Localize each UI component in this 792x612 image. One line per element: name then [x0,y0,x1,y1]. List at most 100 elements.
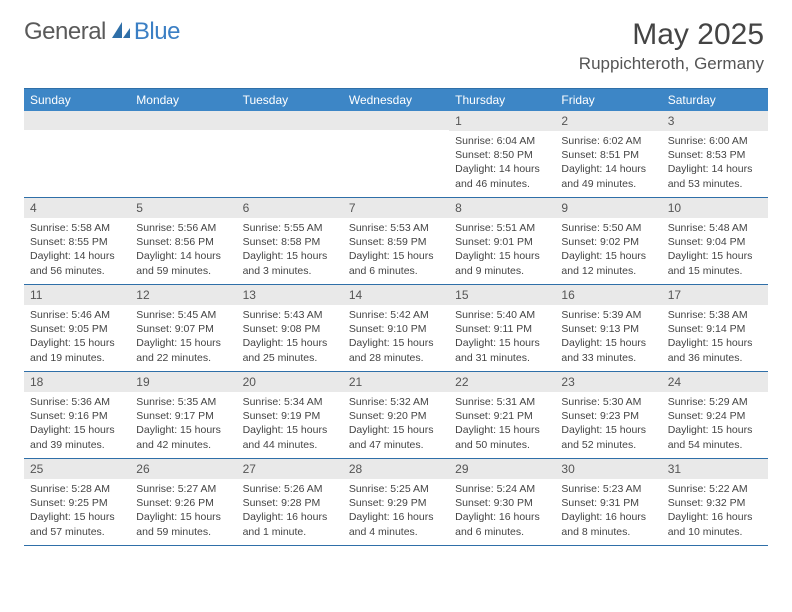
day-cell-2: 2Sunrise: 6:02 AMSunset: 8:51 PMDaylight… [555,111,661,197]
day-number: 7 [343,198,449,218]
logo-text-general: General [24,18,106,46]
day-detail: Sunrise: 5:31 AMSunset: 9:21 PMDaylight:… [449,392,555,456]
weekday-tuesday: Tuesday [237,89,343,111]
day-number-empty [130,111,236,130]
day-cell-5: 5Sunrise: 5:56 AMSunset: 8:56 PMDaylight… [130,198,236,284]
day-detail: Sunrise: 5:24 AMSunset: 9:30 PMDaylight:… [449,479,555,543]
day-cell-8: 8Sunrise: 5:51 AMSunset: 9:01 PMDaylight… [449,198,555,284]
day-cell-7: 7Sunrise: 5:53 AMSunset: 8:59 PMDaylight… [343,198,449,284]
day-cell-13: 13Sunrise: 5:43 AMSunset: 9:08 PMDayligh… [237,285,343,371]
day-cell-22: 22Sunrise: 5:31 AMSunset: 9:21 PMDayligh… [449,372,555,458]
day-number: 19 [130,372,236,392]
day-number-empty [237,111,343,130]
day-detail: Sunrise: 5:27 AMSunset: 9:26 PMDaylight:… [130,479,236,543]
day-detail: Sunrise: 5:46 AMSunset: 9:05 PMDaylight:… [24,305,130,369]
day-detail: Sunrise: 5:32 AMSunset: 9:20 PMDaylight:… [343,392,449,456]
day-number-empty [343,111,449,130]
day-number: 1 [449,111,555,131]
day-detail: Sunrise: 5:56 AMSunset: 8:56 PMDaylight:… [130,218,236,282]
day-number: 17 [662,285,768,305]
day-number: 24 [662,372,768,392]
day-cell-25: 25Sunrise: 5:28 AMSunset: 9:25 PMDayligh… [24,459,130,545]
logo-sail-icon [110,20,132,45]
day-number: 20 [237,372,343,392]
week-row: 1Sunrise: 6:04 AMSunset: 8:50 PMDaylight… [24,111,768,198]
day-detail: Sunrise: 5:34 AMSunset: 9:19 PMDaylight:… [237,392,343,456]
day-number: 4 [24,198,130,218]
weekday-saturday: Saturday [662,89,768,111]
logo-text-blue: Blue [134,18,180,46]
day-number: 10 [662,198,768,218]
day-number: 31 [662,459,768,479]
day-cell-20: 20Sunrise: 5:34 AMSunset: 9:19 PMDayligh… [237,372,343,458]
day-cell-16: 16Sunrise: 5:39 AMSunset: 9:13 PMDayligh… [555,285,661,371]
day-cell-15: 15Sunrise: 5:40 AMSunset: 9:11 PMDayligh… [449,285,555,371]
day-cell-9: 9Sunrise: 5:50 AMSunset: 9:02 PMDaylight… [555,198,661,284]
day-cell-23: 23Sunrise: 5:30 AMSunset: 9:23 PMDayligh… [555,372,661,458]
day-cell-1: 1Sunrise: 6:04 AMSunset: 8:50 PMDaylight… [449,111,555,197]
day-detail: Sunrise: 5:43 AMSunset: 9:08 PMDaylight:… [237,305,343,369]
day-number: 27 [237,459,343,479]
day-cell-31: 31Sunrise: 5:22 AMSunset: 9:32 PMDayligh… [662,459,768,545]
location: Ruppichteroth, Germany [579,54,764,74]
day-cell-4: 4Sunrise: 5:58 AMSunset: 8:55 PMDaylight… [24,198,130,284]
day-cell-18: 18Sunrise: 5:36 AMSunset: 9:16 PMDayligh… [24,372,130,458]
day-detail: Sunrise: 5:48 AMSunset: 9:04 PMDaylight:… [662,218,768,282]
day-cell-3: 3Sunrise: 6:00 AMSunset: 8:53 PMDaylight… [662,111,768,197]
day-number: 29 [449,459,555,479]
calendar-body: 1Sunrise: 6:04 AMSunset: 8:50 PMDaylight… [24,111,768,546]
title-block: May 2025 Ruppichteroth, Germany [579,18,764,74]
weekday-friday: Friday [555,89,661,111]
logo: General Blue [24,18,180,46]
day-number: 13 [237,285,343,305]
day-detail: Sunrise: 5:51 AMSunset: 9:01 PMDaylight:… [449,218,555,282]
day-detail: Sunrise: 5:39 AMSunset: 9:13 PMDaylight:… [555,305,661,369]
day-cell-14: 14Sunrise: 5:42 AMSunset: 9:10 PMDayligh… [343,285,449,371]
day-cell-28: 28Sunrise: 5:25 AMSunset: 9:29 PMDayligh… [343,459,449,545]
empty-cell [237,111,343,197]
day-number: 23 [555,372,661,392]
day-cell-27: 27Sunrise: 5:26 AMSunset: 9:28 PMDayligh… [237,459,343,545]
day-cell-12: 12Sunrise: 5:45 AMSunset: 9:07 PMDayligh… [130,285,236,371]
day-detail: Sunrise: 5:55 AMSunset: 8:58 PMDaylight:… [237,218,343,282]
empty-cell [130,111,236,197]
week-row: 4Sunrise: 5:58 AMSunset: 8:55 PMDaylight… [24,198,768,285]
day-detail: Sunrise: 5:29 AMSunset: 9:24 PMDaylight:… [662,392,768,456]
day-detail: Sunrise: 5:53 AMSunset: 8:59 PMDaylight:… [343,218,449,282]
weekday-header-row: SundayMondayTuesdayWednesdayThursdayFrid… [24,89,768,111]
calendar: SundayMondayTuesdayWednesdayThursdayFrid… [24,88,768,546]
day-detail: Sunrise: 5:50 AMSunset: 9:02 PMDaylight:… [555,218,661,282]
month-title: May 2025 [579,18,764,52]
day-number: 30 [555,459,661,479]
day-number: 18 [24,372,130,392]
day-detail: Sunrise: 5:25 AMSunset: 9:29 PMDaylight:… [343,479,449,543]
empty-cell [24,111,130,197]
weekday-sunday: Sunday [24,89,130,111]
day-cell-26: 26Sunrise: 5:27 AMSunset: 9:26 PMDayligh… [130,459,236,545]
day-number: 26 [130,459,236,479]
day-cell-17: 17Sunrise: 5:38 AMSunset: 9:14 PMDayligh… [662,285,768,371]
day-number-empty [24,111,130,130]
day-detail: Sunrise: 5:38 AMSunset: 9:14 PMDaylight:… [662,305,768,369]
day-number: 15 [449,285,555,305]
week-row: 18Sunrise: 5:36 AMSunset: 9:16 PMDayligh… [24,372,768,459]
day-detail: Sunrise: 6:02 AMSunset: 8:51 PMDaylight:… [555,131,661,195]
week-row: 25Sunrise: 5:28 AMSunset: 9:25 PMDayligh… [24,459,768,546]
day-detail: Sunrise: 6:00 AMSunset: 8:53 PMDaylight:… [662,131,768,195]
weekday-wednesday: Wednesday [343,89,449,111]
day-number: 12 [130,285,236,305]
day-number: 25 [24,459,130,479]
day-detail: Sunrise: 5:23 AMSunset: 9:31 PMDaylight:… [555,479,661,543]
day-detail: Sunrise: 5:22 AMSunset: 9:32 PMDaylight:… [662,479,768,543]
day-number: 5 [130,198,236,218]
day-number: 22 [449,372,555,392]
day-number: 8 [449,198,555,218]
day-detail: Sunrise: 5:28 AMSunset: 9:25 PMDaylight:… [24,479,130,543]
day-detail: Sunrise: 5:58 AMSunset: 8:55 PMDaylight:… [24,218,130,282]
day-number: 21 [343,372,449,392]
day-cell-6: 6Sunrise: 5:55 AMSunset: 8:58 PMDaylight… [237,198,343,284]
day-cell-29: 29Sunrise: 5:24 AMSunset: 9:30 PMDayligh… [449,459,555,545]
day-cell-30: 30Sunrise: 5:23 AMSunset: 9:31 PMDayligh… [555,459,661,545]
day-detail: Sunrise: 5:40 AMSunset: 9:11 PMDaylight:… [449,305,555,369]
weekday-monday: Monday [130,89,236,111]
